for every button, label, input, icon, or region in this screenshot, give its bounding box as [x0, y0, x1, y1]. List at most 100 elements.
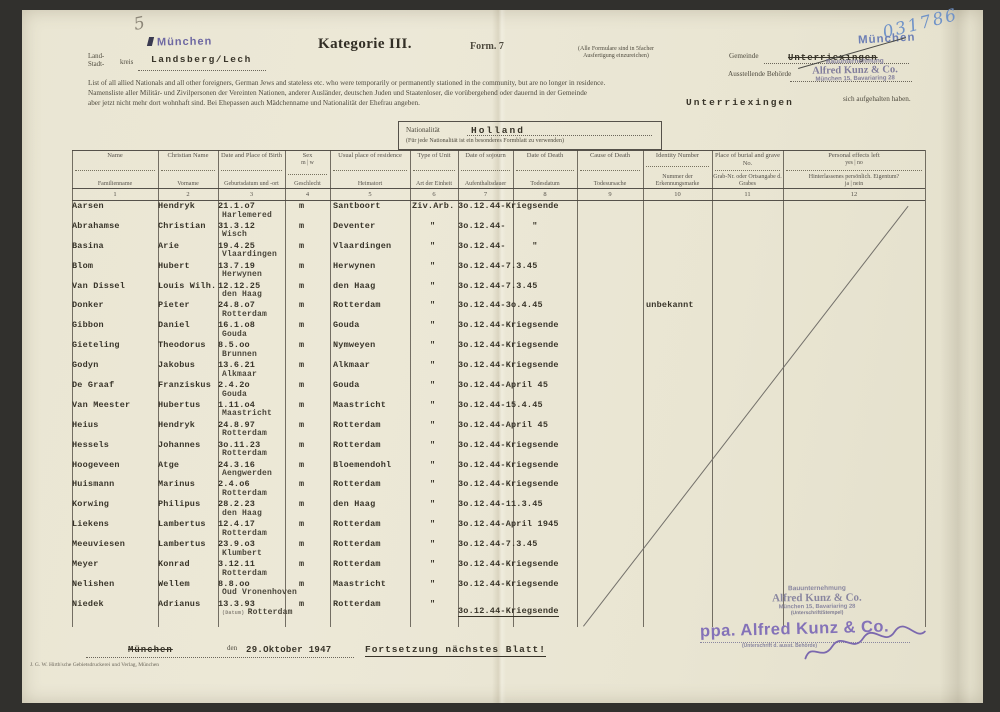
- cell-residence: Gouda: [333, 320, 360, 331]
- column-header-1: Name Familienname: [72, 151, 158, 189]
- gemeinde-typed-insert: Unterriexingen: [686, 97, 794, 108]
- cell-residence: Rotterdam: [333, 439, 381, 450]
- firm-stamp-footer-line2: Alfred Kunz & Co.: [772, 591, 862, 605]
- firm-stamp-header: Bauunternehmung Alfred Kunz & Co. Münche…: [795, 57, 915, 83]
- intro-german-line1: Namensliste aller Militär- und Zivilpers…: [88, 89, 587, 97]
- footer-fill-line: [86, 656, 354, 658]
- cell-family-name: Korwing: [72, 499, 110, 510]
- cell-family-name: Meyer: [72, 559, 99, 570]
- cell-unit: ": [430, 360, 436, 371]
- table-row: Korwing Philipus 28.2.23 den Haag m den Haag "…: [72, 500, 925, 520]
- cell-family-name: Abrahamse: [72, 220, 120, 231]
- cell-family-name: Hessels: [72, 439, 110, 450]
- cell-first-name: Christian: [158, 220, 206, 231]
- cell-residence: Gouda: [333, 380, 360, 391]
- cell-family-name: Meeuviesen: [72, 539, 126, 550]
- gemeinde-fill-line: [764, 62, 909, 64]
- cell-sojourn: 3o.12.44-11.3.45: [458, 499, 543, 510]
- cell-sex: m: [299, 260, 305, 271]
- cell-unit: ": [430, 399, 436, 410]
- cell-family-name: Liekens: [72, 519, 110, 530]
- cell-birth: 23.9.o3 Klumbert: [218, 539, 263, 558]
- cell-first-name: Marinus: [158, 479, 196, 490]
- column-number-5: 5: [368, 191, 372, 198]
- table-row: Van Meester Hubertus 1.11.o4 Maastricht m Maa…: [72, 399, 925, 421]
- table-row: Gieteling Theodorus 8.5.oo Brunnen m Nymweyen…: [72, 341, 925, 361]
- table-row: Heius Hendryk 24.8.97 Rotterdam m Rotterdam " 3…: [72, 420, 925, 441]
- cell-family-name: Godyn: [72, 360, 99, 371]
- cell-unit: ": [430, 578, 436, 589]
- cell-sojourn: 3o.12.44-Kriegsende: [458, 439, 559, 450]
- cell-sex: m: [299, 459, 305, 470]
- cell-birth: 3o.11.23 Rotterdam: [218, 439, 268, 459]
- cell-unit: ": [430, 479, 436, 490]
- cell-identity-number: unbekannt: [646, 300, 694, 311]
- cell-birth: 13.3.93 (Datum) Rotterdam: [218, 598, 293, 618]
- cell-birth: 13.7.19 Herwynen: [218, 260, 263, 280]
- table-column-numbers: 1 2 3 4 5 6 7 8 9 10 11 12: [72, 188, 925, 201]
- column-number-10: 10: [674, 191, 681, 198]
- signature-caption: (Unterschrift d. ausst. Behörde): [742, 643, 818, 649]
- cell-unit: ": [430, 240, 436, 251]
- cell-family-name: Nelishen: [72, 578, 115, 589]
- cell-sojourn: 3o.12.44- ": [458, 220, 538, 231]
- intro-german-line2: aber jetzt nicht mehr dort wohnhaft sind…: [88, 99, 420, 107]
- cell-sojourn: 3o.12.44-7.3.45: [458, 280, 538, 291]
- cell-residence: Alkmaar: [333, 360, 371, 371]
- cell-first-name: Daniel: [158, 320, 190, 331]
- footer-den-label: den: [227, 644, 238, 652]
- cell-family-name: Gibbon: [72, 320, 104, 331]
- cell-first-name: Franziskus: [158, 380, 212, 391]
- cell-residence: Rotterdam: [333, 519, 381, 530]
- column-header-2: Christian Name Vorname: [158, 151, 218, 189]
- cell-sex: m: [299, 380, 305, 391]
- table-row: Donker Pieter 24.8.o7 Rotterdam m Rotterdam " 3…: [72, 301, 925, 321]
- cell-family-name: Basina: [72, 240, 104, 251]
- cell-family-name: Huismann: [72, 479, 115, 490]
- cell-sojourn: 3o.12.44-Kriegsende: [458, 459, 559, 470]
- cell-birth: 19.4.25 Vlaardingen: [218, 240, 278, 260]
- cell-first-name: Atge: [158, 459, 180, 470]
- cell-family-name: Hoogeveen: [72, 459, 120, 470]
- cell-sojourn: 3o.12.44-April 1945: [458, 519, 559, 530]
- cell-unit: ": [430, 459, 436, 470]
- cell-residence: Herwynen: [333, 260, 376, 271]
- cell-sojourn: 3o.12.44-15.4.45: [458, 399, 543, 410]
- cell-birth: 24.8.o7 Rotterdam: [218, 300, 268, 319]
- cell-residence: Rotterdam: [333, 539, 381, 550]
- cell-first-name: Adrianus: [158, 598, 201, 609]
- cell-birth: 12.4.17 Rotterdam: [218, 519, 268, 538]
- nationality-value: Holland: [471, 125, 525, 136]
- kreis-label-line1: Land-: [88, 53, 105, 60]
- cell-sex: m: [299, 300, 305, 311]
- kreis-fill-line: [138, 69, 266, 71]
- cell-residence: Bloemendohl: [333, 459, 392, 470]
- column-number-3: 3: [249, 191, 254, 198]
- cell-first-name: Jakobus: [158, 360, 196, 371]
- cell-first-name: Lambertus: [158, 519, 206, 530]
- nationality-note: (Für jede Nationalität ist ein besondere…: [406, 138, 564, 144]
- cell-birth: 28.2.23 den Haag: [218, 499, 263, 518]
- cell-first-name: Arie: [158, 240, 180, 251]
- cell-residence: Maastricht: [333, 399, 387, 410]
- cell-sojourn: 3o.12.44-Kriegsende: [458, 559, 559, 570]
- column-number-6: 6: [432, 191, 436, 198]
- cell-sojourn: 3o.12.44-Kriegsende: [458, 201, 559, 211]
- cell-sex: m: [299, 439, 305, 450]
- kreis-label-suffix: kreis: [120, 59, 134, 66]
- table-row: Basina Arie 19.4.25 Vlaardingen m Vlaardingen…: [72, 240, 925, 262]
- footer-place: München: [128, 645, 173, 655]
- column-number-11: 11: [744, 191, 751, 198]
- cell-sex: m: [299, 598, 305, 609]
- column-header-6: Type of Unit Art der Einheit: [410, 151, 458, 189]
- cell-first-name: Theodorus: [158, 340, 206, 351]
- table-row: Abrahamse Christian 31.3.12 Wisch m Deventer "…: [72, 220, 925, 242]
- footer-date: 29.Oktober 1947: [246, 645, 332, 655]
- column-number-8: 8: [543, 191, 547, 198]
- cell-family-name: Niedek: [72, 598, 104, 609]
- printer-imprint: J. G. W. Hirth'sche Gebietsdruckerei und…: [30, 662, 160, 668]
- paper-sheet: [22, 10, 983, 703]
- cell-residence: Rotterdam: [333, 479, 381, 490]
- nationality-box: Nationalität Holland (Für jede Nationali…: [398, 121, 662, 150]
- cell-residence: den Haag: [333, 280, 376, 291]
